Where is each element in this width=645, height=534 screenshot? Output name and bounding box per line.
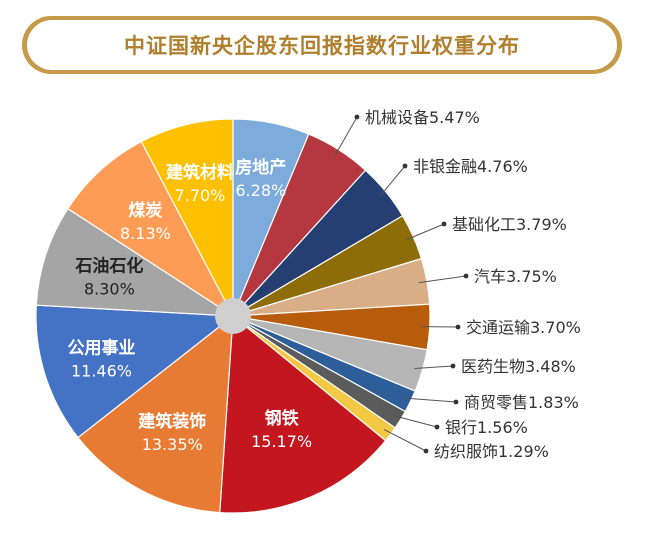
slice-callout-label: 纺织服饰1.29%	[434, 442, 549, 461]
slice-label: 建筑材料	[166, 162, 234, 183]
slice-label: 钢铁	[265, 408, 299, 429]
slice-callout-label: 机械设备5.47%	[365, 108, 480, 127]
leader-line	[414, 365, 454, 370]
pie-labels: 房地产 6.28% 机械设备5.47% 非银金融4.76% 基础化工3.79% 汽车3.7…	[67, 108, 580, 461]
slice-label: 石油石化	[74, 256, 143, 277]
pie-slice	[219, 314, 387, 514]
leader-line	[405, 223, 445, 241]
leader-dot	[434, 424, 440, 430]
leader-dot	[455, 324, 461, 330]
slice-callout-label: 汽车3.75%	[474, 267, 557, 286]
slice-label: 建筑装饰	[138, 411, 206, 432]
title-bar: 中证国新央企股东回报指数行业权重分布	[22, 16, 622, 74]
slice-callout-label: 商贸零售1.83%	[464, 393, 579, 412]
leader-line	[333, 116, 358, 157]
slice-label: 煤炭	[128, 200, 162, 221]
leader-dot	[441, 221, 447, 227]
slice-value: 11.46%	[71, 361, 132, 380]
leader-line	[403, 397, 457, 403]
slice-value: 7.70%	[175, 186, 226, 205]
slice-label: 公用事业	[67, 338, 135, 358]
leader-line	[393, 415, 438, 428]
leader-dot	[423, 448, 429, 454]
slice-callout-label: 基础化工3.79%	[452, 215, 567, 234]
leader-line	[418, 275, 467, 284]
pie-slice	[140, 118, 234, 317]
leader-dot	[453, 399, 459, 405]
pie-slice	[77, 314, 234, 514]
slice-value: 13.35%	[142, 435, 203, 454]
pie-center	[215, 298, 251, 334]
pie-slices	[35, 118, 431, 514]
leader-line	[379, 165, 406, 198]
leader-line	[383, 429, 427, 452]
pie-slice	[66, 140, 235, 318]
slice-value: 6.28%	[235, 181, 286, 200]
title-inner: 中证国新央企股东回报指数行业权重分布	[27, 20, 617, 70]
pie-slice	[35, 207, 236, 317]
leader-dot	[402, 163, 408, 169]
slice-callout-label: 医药生物3.48%	[461, 357, 576, 376]
chart-title: 中证国新央企股东回报指数行业权重分布	[124, 34, 520, 58]
pie-slice	[35, 304, 235, 439]
slice-callout-label: 非银金融4.76%	[413, 157, 528, 176]
slice-value: 8.13%	[120, 224, 171, 243]
slice-value: 15.17%	[251, 432, 312, 451]
slice-callout-label: 银行1.56%	[445, 418, 528, 437]
leader-dot	[354, 114, 360, 120]
slice-callout-label: 交通运输3.70%	[466, 318, 581, 337]
slice-label: 房地产	[235, 157, 286, 178]
leader-dot	[450, 363, 456, 369]
leader-dot	[463, 273, 469, 279]
slice-value: 8.30%	[84, 280, 135, 299]
